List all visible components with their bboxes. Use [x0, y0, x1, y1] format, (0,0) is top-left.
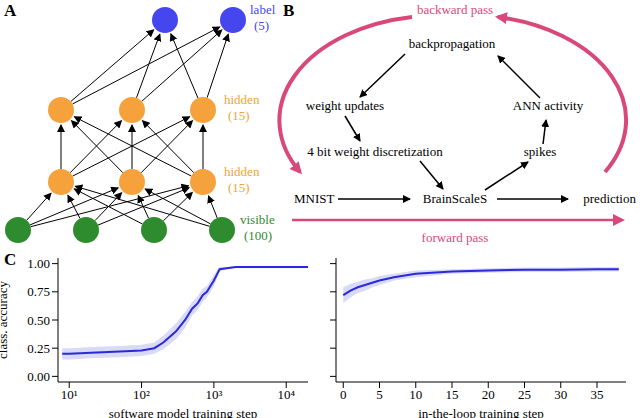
- svg-text:0: 0: [340, 387, 347, 402]
- svg-text:B: B: [283, 1, 294, 20]
- svg-text:A: A: [8, 1, 17, 20]
- svg-text:visible: visible: [240, 212, 275, 227]
- svg-text:0.50: 0.50: [27, 313, 50, 328]
- html-text:C: C: [4, 250, 17, 269]
- svg-text:4 bit weight discretization: 4 bit weight discretization: [307, 144, 443, 159]
- svg-text:(15): (15): [228, 180, 250, 195]
- svg-text:1.00: 1.00: [27, 256, 50, 271]
- svg-text:10²: 10²: [133, 387, 150, 402]
- svg-text:10³: 10³: [205, 387, 222, 402]
- svg-text:MNIST: MNIST: [294, 191, 335, 206]
- svg-text:10⁴: 10⁴: [277, 387, 295, 402]
- svg-text:forward pass: forward pass: [422, 230, 489, 245]
- svg-text:software model training step: software model training step: [109, 406, 257, 418]
- svg-text:backward pass: backward pass: [417, 2, 493, 17]
- svg-text:25: 25: [518, 387, 531, 402]
- svg-text:backpropagation: backpropagation: [409, 36, 496, 51]
- svg-text:30: 30: [554, 387, 567, 402]
- svg-text:5: 5: [376, 387, 383, 402]
- svg-text:0.00: 0.00: [27, 369, 50, 384]
- svg-text:20: 20: [482, 387, 495, 402]
- svg-text:10¹: 10¹: [61, 387, 78, 402]
- svg-text:0.25: 0.25: [27, 341, 50, 356]
- svg-text:hidden: hidden: [224, 92, 260, 107]
- svg-text:35: 35: [591, 387, 604, 402]
- svg-text:10: 10: [409, 387, 422, 402]
- svg-text:class. accuracy: class. accuracy: [8, 281, 10, 359]
- svg-text:hidden: hidden: [224, 164, 260, 179]
- svg-text:(100): (100): [244, 228, 272, 243]
- svg-text:label: label: [250, 2, 276, 17]
- svg-text:weight updates: weight updates: [306, 98, 384, 113]
- svg-text:prediction: prediction: [583, 191, 632, 206]
- svg-text:(5): (5): [254, 18, 269, 33]
- svg-text:in-the-loop training step: in-the-loop training step: [418, 406, 544, 418]
- svg-text:BrainScaleS: BrainScaleS: [423, 191, 487, 206]
- svg-text:spikes: spikes: [524, 144, 557, 159]
- svg-text:(15): (15): [228, 108, 250, 123]
- svg-text:0.75: 0.75: [27, 284, 50, 299]
- svg-text:15: 15: [446, 387, 459, 402]
- svg-text:ANN activity: ANN activity: [513, 98, 584, 113]
